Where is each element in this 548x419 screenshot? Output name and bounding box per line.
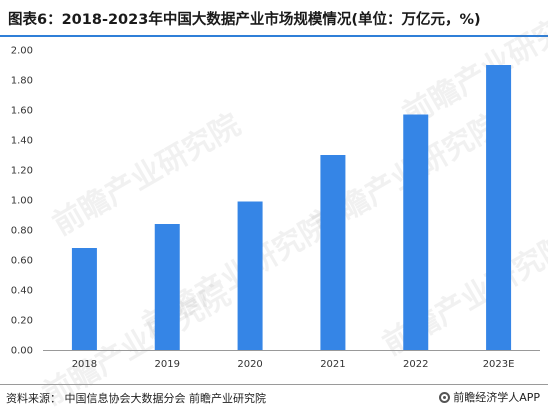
bar-2019 [154,224,180,350]
y-tick-label: 0.80 [11,226,33,237]
y-tick-label: 1.20 [11,166,33,177]
y-tick-label: 0.20 [11,316,33,327]
y-tick-label: 1.60 [11,106,33,117]
x-tick-label: 2023E [483,359,515,370]
brand-label: 前瞻经济学人APP [453,391,540,404]
title-divider [0,35,548,37]
bar-2020 [237,201,263,350]
brand: 前瞻经济学人APP [439,389,540,405]
y-tick-label: 0.60 [11,256,33,267]
chart-title: 图表6：2018-2023年中国大数据产业市场规模情况(单位：万亿元，%) [8,12,481,28]
x-tick-label: 2022 [403,359,428,370]
brand-logo-icon [439,391,451,403]
y-axis: 0.00 0.20 0.40 0.60 0.80 1.00 1.20 1.40 1.60 1.80… [11,46,33,357]
x-axis: 2018 2019 2020 2021 2022 2023E [72,359,515,370]
y-tick-label: 1.80 [11,76,33,87]
source-divider [0,384,548,385]
y-tick-label: 2.00 [11,46,33,57]
y-tick-label: 1.40 [11,136,33,147]
y-tick-label: 0.00 [11,346,33,357]
x-tick-label: 2020 [237,359,262,370]
x-tick-label: 2019 [155,359,180,370]
bar-2018 [71,248,97,350]
y-tick-label: 1.00 [11,196,33,207]
y-tick-label: 0.40 [11,286,33,297]
bar-series [71,65,512,350]
bar-2021 [320,155,346,350]
bar-2022 [403,114,429,350]
bar-chart: 0.00 0.20 0.40 0.60 0.80 1.00 1.20 1.40 1.60 1.80… [11,46,540,370]
x-tick-label: 2021 [320,359,345,370]
x-tick-label: 2018 [72,359,97,370]
source-note: 资料来源： 中国信息协会大数据分会 前瞻产业研究院 [6,392,266,405]
bar-2023E [486,65,512,350]
